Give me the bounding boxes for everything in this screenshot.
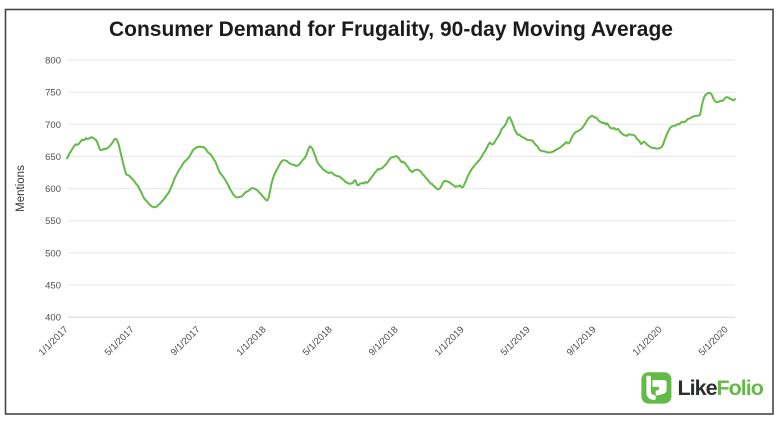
svg-text:550: 550	[45, 216, 61, 227]
svg-text:450: 450	[45, 281, 61, 292]
svg-text:400: 400	[45, 313, 61, 324]
svg-text:800: 800	[45, 56, 61, 67]
svg-text:650: 650	[45, 152, 61, 163]
svg-text:750: 750	[45, 88, 61, 99]
svg-text:500: 500	[45, 248, 61, 259]
svg-text:LikeFolio: LikeFolio	[678, 376, 764, 400]
svg-text:Consumer Demand for Frugality,: Consumer Demand for Frugality, 90-day Mo…	[109, 18, 673, 41]
svg-text:600: 600	[45, 184, 61, 195]
svg-text:Mentions: Mentions	[15, 165, 27, 212]
svg-text:700: 700	[45, 120, 61, 131]
